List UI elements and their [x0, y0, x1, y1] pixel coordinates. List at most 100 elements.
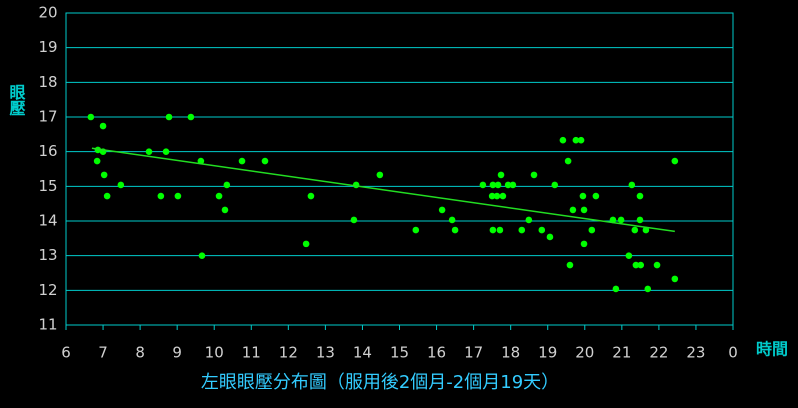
x-tick-label: 16	[427, 344, 446, 362]
data-point	[448, 216, 456, 224]
data-point	[625, 252, 633, 259]
data-point	[632, 261, 640, 269]
data-point	[525, 216, 533, 224]
x-tick-label: 18	[501, 344, 520, 362]
y-axis-label: 眼壓	[7, 84, 26, 116]
data-point	[636, 216, 644, 224]
data-point	[569, 206, 577, 214]
data-point	[551, 181, 559, 189]
x-tick-label: 17	[464, 344, 483, 362]
x-tick-label: 13	[316, 344, 335, 362]
data-point	[412, 226, 420, 234]
data-point	[637, 261, 645, 269]
x-tick-label: 11	[242, 344, 261, 362]
data-point	[117, 181, 125, 189]
data-point	[145, 148, 153, 155]
x-tick-label: 21	[612, 344, 631, 362]
data-point	[93, 157, 101, 165]
data-point	[577, 136, 585, 144]
data-point	[307, 192, 315, 200]
data-point	[592, 192, 600, 200]
data-point	[489, 181, 497, 189]
trend-line	[91, 147, 675, 233]
data-point	[579, 192, 587, 200]
data-point	[198, 252, 206, 259]
data-point	[509, 181, 517, 189]
x-tick-label: 23	[686, 344, 705, 362]
data-point	[302, 240, 310, 248]
data-point	[653, 261, 661, 269]
x-tick-label: 6	[61, 344, 71, 362]
x-tick-label: 7	[98, 344, 108, 362]
x-tick-label: 0	[728, 344, 738, 362]
x-tick-label: 20	[575, 344, 594, 362]
data-point	[671, 275, 679, 283]
data-point	[564, 157, 572, 165]
y-tick-label: 13	[38, 246, 57, 264]
data-point	[238, 157, 246, 165]
y-tick-label: 11	[38, 316, 57, 334]
data-point	[612, 285, 620, 293]
data-point	[559, 136, 567, 144]
data-point	[499, 192, 507, 200]
data-point	[644, 285, 652, 293]
data-point	[187, 113, 195, 121]
x-axis-label: 時間	[756, 340, 788, 359]
y-tick-label: 18	[38, 73, 57, 91]
data-point	[530, 171, 538, 179]
data-point	[497, 171, 505, 179]
data-point	[350, 216, 358, 224]
data-point	[518, 226, 526, 234]
data-point	[103, 192, 111, 200]
data-point	[174, 192, 182, 200]
data-point	[215, 192, 223, 200]
data-point	[631, 226, 639, 234]
data-point	[488, 192, 496, 200]
data-point	[617, 216, 625, 224]
x-tick-label: 12	[279, 344, 298, 362]
x-tick-label: 9	[172, 344, 182, 362]
x-tick-label: 10	[205, 344, 224, 362]
data-point	[99, 122, 107, 130]
data-point	[496, 226, 504, 234]
data-point	[100, 171, 108, 179]
x-tick-label: 19	[538, 344, 557, 362]
data-point	[546, 233, 554, 241]
data-point	[221, 206, 229, 214]
x-tick-label: 15	[390, 344, 409, 362]
data-point	[628, 181, 636, 189]
chart-title: 左眼眼壓分布圖（服用後2個月-2個月19天）	[201, 372, 559, 393]
data-point	[489, 226, 497, 234]
data-point	[572, 136, 580, 144]
data-point	[165, 113, 173, 121]
y-tick-label: 17	[38, 108, 57, 126]
data-point	[580, 240, 588, 248]
x-tick-label: 14	[353, 344, 372, 362]
y-tick-label: 15	[38, 177, 57, 195]
x-tick-label: 8	[135, 344, 145, 362]
data-point	[636, 192, 644, 200]
y-tick-label: 20	[38, 4, 57, 22]
data-point	[451, 226, 459, 234]
data-point	[671, 157, 679, 165]
data-point	[493, 192, 501, 200]
data-point	[162, 148, 170, 155]
data-point	[438, 206, 446, 214]
data-point	[580, 206, 588, 214]
y-tick-label: 16	[38, 142, 57, 160]
data-point	[494, 181, 502, 189]
y-tick-label: 14	[38, 212, 57, 230]
data-point	[157, 192, 165, 200]
y-tick-label: 12	[38, 281, 57, 299]
data-point	[538, 226, 546, 234]
data-point	[197, 157, 205, 165]
data-point	[588, 226, 596, 234]
data-point	[376, 171, 384, 179]
y-tick-label: 19	[38, 38, 57, 56]
x-tick-label: 22	[649, 344, 668, 362]
data-point	[642, 226, 650, 234]
data-point	[479, 181, 487, 189]
data-point	[566, 261, 574, 269]
